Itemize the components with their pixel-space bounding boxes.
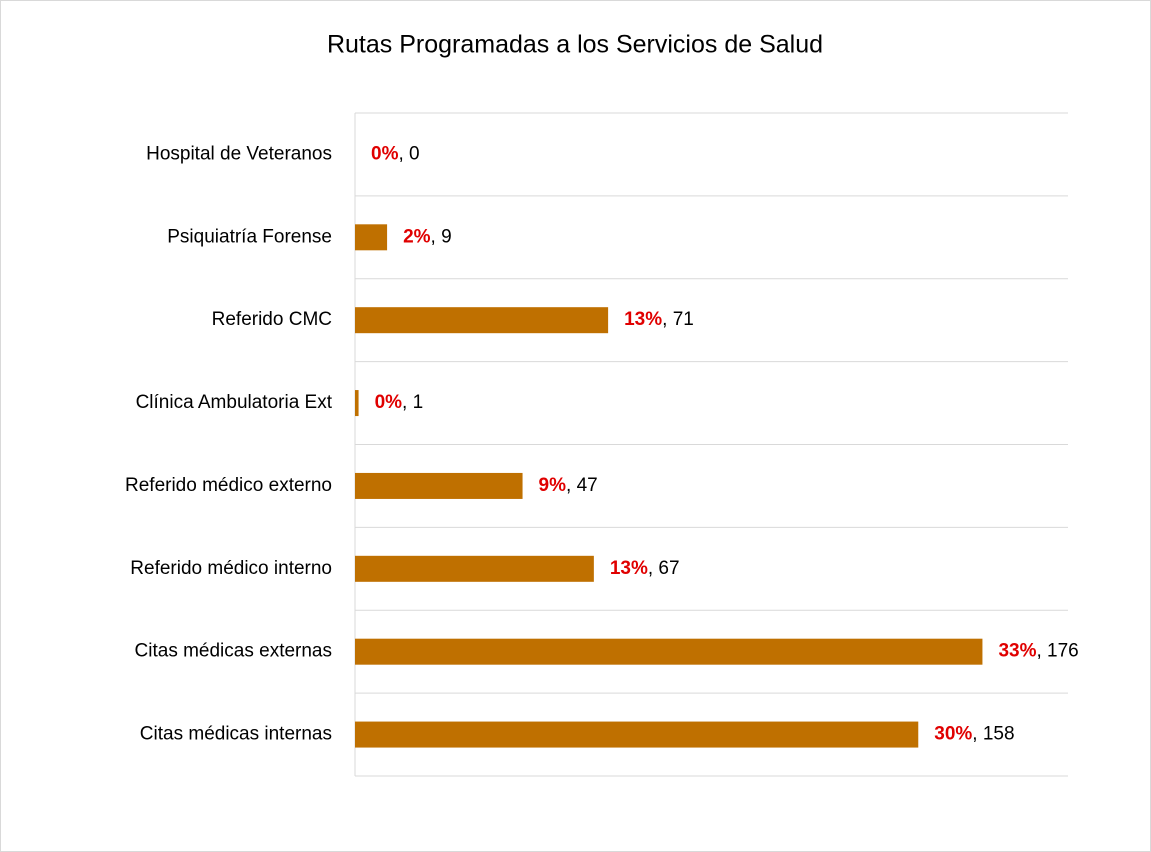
value-label: , 158 <box>972 724 1014 745</box>
data-label: 13%, 71 <box>624 309 694 330</box>
bar <box>355 390 359 417</box>
data-label: 0%, 1 <box>375 392 424 413</box>
value-label: , 9 <box>431 226 452 247</box>
y-tick-label: Citas médicas externas <box>135 641 332 662</box>
percent-label: 33% <box>998 641 1036 662</box>
data-label: 13%, 67 <box>610 558 680 579</box>
value-label: , 176 <box>1036 641 1078 662</box>
data-label: 30%, 158 <box>934 724 1014 745</box>
y-tick-label: Referido CMC <box>212 309 332 330</box>
bar <box>355 472 523 499</box>
data-label: 33%, 176 <box>998 641 1078 662</box>
value-label: , 0 <box>398 143 419 164</box>
bar <box>355 638 983 665</box>
chart-title: Rutas Programadas a los Servicios de Sal… <box>327 31 823 59</box>
y-tick-label: Citas médicas internas <box>140 724 332 745</box>
value-label: , 67 <box>648 558 680 579</box>
percent-label: 2% <box>403 226 431 247</box>
bar <box>355 721 919 748</box>
value-label: , 47 <box>566 475 598 496</box>
value-label: , 1 <box>402 392 423 413</box>
percent-label: 13% <box>610 558 648 579</box>
percent-label: 13% <box>624 309 662 330</box>
y-tick-label: Referido médico interno <box>130 558 332 579</box>
bar <box>355 307 609 334</box>
bar <box>355 224 388 251</box>
data-label: 2%, 9 <box>403 226 452 247</box>
percent-label: 0% <box>375 392 403 413</box>
y-tick-label: Psiquiatría Forense <box>167 226 332 247</box>
y-tick-label: Referido médico externo <box>125 475 332 496</box>
percent-label: 0% <box>371 143 399 164</box>
y-tick-label: Clínica Ambulatoria Ext <box>136 392 333 413</box>
percent-label: 30% <box>934 724 972 745</box>
data-label: 0%, 0 <box>371 143 420 164</box>
value-label: , 71 <box>662 309 694 330</box>
percent-label: 9% <box>539 475 567 496</box>
bar <box>355 555 594 582</box>
data-label: 9%, 47 <box>539 475 598 496</box>
y-tick-label: Hospital de Veteranos <box>146 143 332 164</box>
